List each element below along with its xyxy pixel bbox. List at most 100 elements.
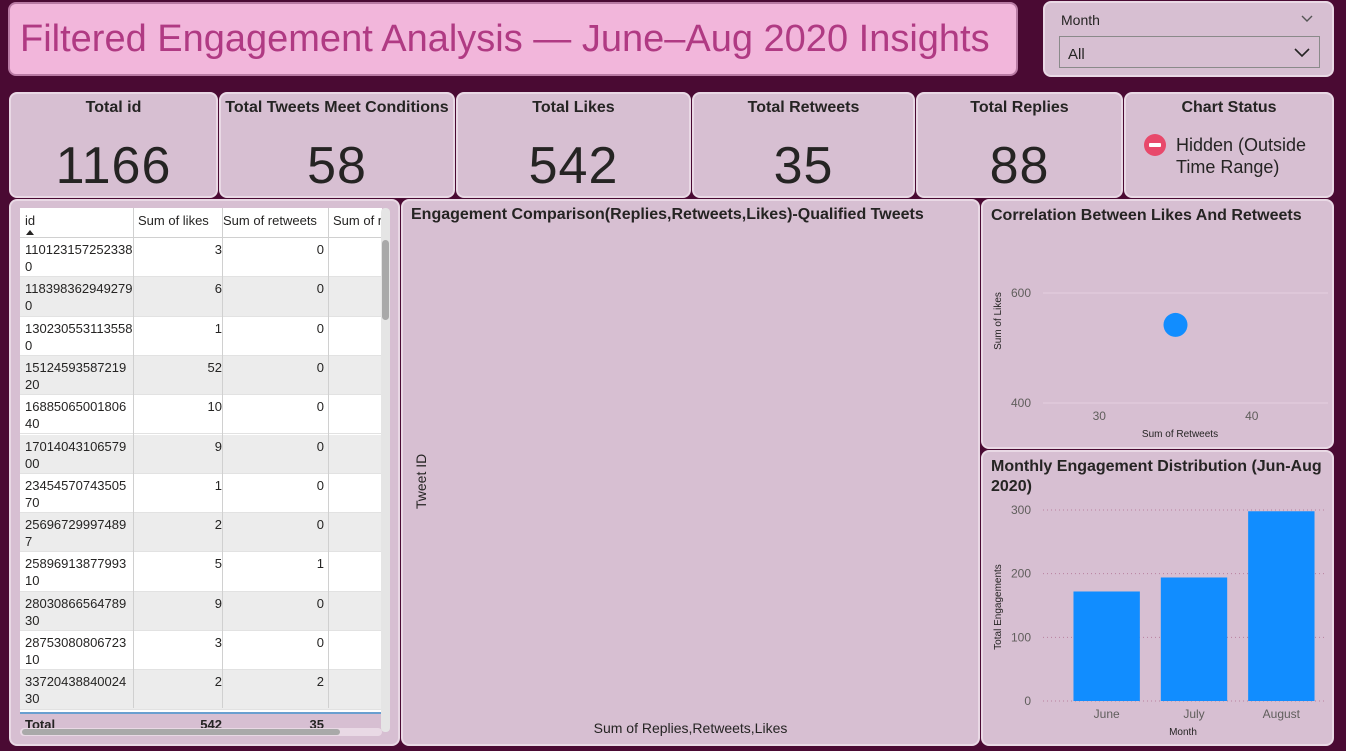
y-axis-label: Tweet ID	[413, 453, 429, 509]
y-tick-label: 300	[1011, 503, 1031, 517]
card-value: 1166	[55, 137, 172, 195]
column-divider	[328, 208, 329, 708]
likes-retweets-scatter-chart[interactable]: Correlation Between Likes And Retweets 4…	[981, 199, 1334, 449]
cell-id: 1183983629492790	[25, 281, 133, 314]
table-row[interactable]: 1183983629492790 6 0	[20, 277, 382, 317]
column-header-retweets[interactable]: Sum of retweets	[223, 213, 317, 228]
monthly-engagement-bar-chart[interactable]: Monthly Engagement Distribution (Jun-Aug…	[981, 450, 1334, 746]
engagement-comparison-chart[interactable]: Engagement Comparison(Replies,Retweets,L…	[401, 199, 980, 746]
dropdown-chevron-icon[interactable]	[1293, 43, 1311, 61]
y-tick-label: 200	[1011, 567, 1031, 581]
y-tick-label: 600	[1011, 286, 1031, 300]
cell-id: 1512459358721920	[25, 359, 127, 392]
table-row[interactable]: 2345457074350570 1 0	[20, 474, 382, 514]
cell-likes: 1	[214, 320, 222, 336]
cell-id: 2875308080672310	[25, 635, 127, 667]
cell-retweets: 0	[316, 242, 324, 257]
cell-likes: 9	[214, 595, 222, 611]
bar	[1073, 591, 1140, 701]
tweets-table-panel: id Sum of likes Sum of retweets Sum of r…	[9, 199, 400, 746]
scrollbar-thumb[interactable]	[382, 240, 389, 320]
table-row[interactable]: 1302305531135580 1 0	[20, 317, 382, 356]
cell-retweets: 0	[316, 359, 324, 375]
report-title-box: Filtered Engagement Analysis — June–Aug …	[8, 2, 1018, 76]
cell-retweets: 0	[316, 477, 324, 493]
cell-retweets: 0	[316, 595, 324, 611]
sort-ascending-icon[interactable]	[26, 230, 34, 235]
cell-id: 2803086656478930	[25, 595, 127, 628]
scatter-point	[1163, 312, 1188, 337]
cell-retweets: 0	[316, 635, 324, 650]
cell-likes: 2	[214, 674, 222, 690]
card-value: 88	[989, 137, 1050, 195]
x-axis-label: Sum of Replies,Retweets,Likes	[593, 720, 788, 736]
report-title: Filtered Engagement Analysis — June–Aug …	[20, 18, 990, 60]
cell-retweets: 0	[316, 438, 324, 454]
table-row[interactable]: 1688506500180640 10 0	[20, 395, 382, 435]
cell-id: 3372043884002430	[25, 674, 127, 707]
column-header-likes[interactable]: Sum of likes	[138, 213, 209, 228]
month-dropdown[interactable]: All	[1059, 36, 1320, 68]
slicer-label: Month	[1061, 12, 1100, 28]
table-row[interactable]: 1701404310657900 9 0	[20, 434, 382, 474]
cell-id: 1688506500180640	[25, 399, 127, 432]
horizontal-scrollbar[interactable]	[20, 728, 382, 736]
y-tick-label: 400	[1011, 396, 1031, 410]
x-tick-label: August	[1263, 707, 1301, 721]
chart-status-text: Hidden (Outside Time Range)	[1176, 135, 1307, 177]
cell-retweets: 2	[316, 674, 324, 690]
card-total-id: Total id 1166	[9, 92, 218, 198]
table-row[interactable]: 3372043884002430 2 2	[20, 670, 382, 710]
cell-likes: 10	[207, 399, 222, 415]
bar-plot-area[interactable]: 0 100 200 300 June July August Total Engagement…	[983, 452, 1332, 744]
chart-title: Correlation Between Likes And Retweets	[991, 207, 1302, 224]
card-title: Total Likes	[532, 99, 615, 116]
card-title: Total Replies	[970, 99, 1069, 116]
column-header-id[interactable]: id	[25, 213, 36, 228]
cell-likes: 3	[214, 242, 222, 257]
month-dropdown-value: All	[1068, 46, 1085, 63]
card-title: Total Retweets	[747, 99, 860, 116]
table-row[interactable]: 2803086656478930 9 0	[20, 591, 382, 631]
cell-likes: 9	[214, 438, 222, 454]
cell-retweets: 1	[316, 556, 324, 572]
bar	[1248, 511, 1315, 701]
card-total-likes: Total Likes 542	[456, 92, 691, 198]
chart-title: Monthly Engagement Distribution (Jun-Aug…	[991, 458, 1322, 495]
column-divider	[222, 208, 223, 708]
scatter-plot-area[interactable]: 400 600 30 40 Sum of Likes Sum of Retweets	[983, 201, 1332, 447]
cell-retweets: 0	[316, 517, 324, 533]
table-row[interactable]: 1512459358721920 52 0	[20, 355, 382, 396]
card-chart-status: Chart Status Hidden (Outside Time Range)	[1124, 92, 1334, 198]
table-row[interactable]: 2589691387799310 5 1	[20, 552, 382, 592]
card-total-tweets-meet-conditions: Total Tweets Meet Conditions 58	[219, 92, 455, 198]
y-tick-label: 100	[1011, 630, 1031, 644]
cell-likes: 5	[214, 556, 222, 572]
scrollbar-thumb[interactable]	[22, 729, 340, 735]
tweets-table[interactable]: id Sum of likes Sum of retweets Sum of r…	[20, 208, 382, 732]
cell-retweets: 0	[316, 320, 324, 336]
cell-likes: 3	[214, 635, 222, 650]
x-tick-label: June	[1094, 707, 1120, 721]
chevron-down-icon[interactable]	[1300, 11, 1314, 25]
card-title: Total Tweets Meet Conditions	[225, 99, 449, 116]
table-row[interactable]: 2875308080672310 3 0	[20, 631, 382, 671]
table-row[interactable]: 256967299974897 2 0	[20, 513, 382, 553]
cell-id: 2345457074350570	[25, 477, 127, 510]
cell-likes: 6	[214, 281, 222, 297]
x-tick-label: July	[1183, 707, 1204, 721]
card-title: Total id	[85, 99, 142, 116]
minus-circle-icon	[1144, 134, 1166, 156]
bar	[1160, 577, 1228, 701]
cell-id: 2589691387799310	[25, 556, 127, 589]
y-tick-label: 0	[1024, 694, 1031, 708]
month-slicer[interactable]: Month All	[1043, 1, 1334, 77]
card-total-retweets: Total Retweets 35	[692, 92, 915, 198]
vertical-scrollbar[interactable]	[381, 208, 390, 732]
column-header-replies[interactable]: Sum of r	[333, 213, 382, 228]
cell-id: 1701404310657900	[25, 438, 127, 471]
cell-retweets: 0	[316, 281, 324, 297]
table-row[interactable]: 1101231572523380 3 0	[20, 238, 382, 278]
x-tick-label: 40	[1245, 409, 1259, 423]
card-total-replies: Total Replies 88	[916, 92, 1123, 198]
